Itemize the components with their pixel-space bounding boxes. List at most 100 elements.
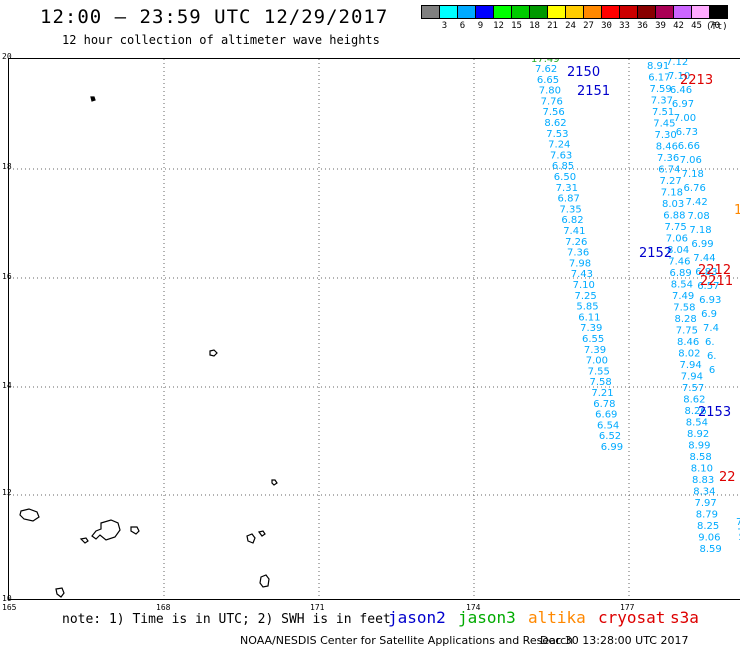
- swh-value: 17.49: [531, 59, 560, 65]
- swh-value: 7.21: [591, 388, 613, 399]
- scale-label: 39: [655, 21, 666, 31]
- swh-value: 7.37: [651, 96, 673, 107]
- swh-value: 6: [709, 365, 715, 376]
- swh-value: 7.53: [546, 129, 568, 140]
- swh-value: 7.06: [680, 155, 702, 166]
- pass-label: 2211: [700, 274, 733, 289]
- scale-label: 24: [565, 21, 576, 31]
- swh-value: 7.49: [672, 291, 694, 302]
- swh-value: 7.37: [736, 517, 740, 528]
- swh-value: 7.00: [586, 356, 608, 367]
- scale-label: 70: [709, 21, 720, 31]
- header-subtitle: 12 hour collection of altimeter wave hei…: [62, 33, 380, 47]
- swh-value: 7.65: [737, 528, 740, 539]
- pass-label: 2150: [567, 65, 600, 80]
- scale-label: 9: [477, 21, 484, 31]
- swh-value: 6.89: [670, 268, 692, 279]
- swh-value: 6.52: [599, 431, 621, 442]
- swh-value: 7.55: [588, 366, 610, 377]
- swh-value: 8.02: [678, 349, 700, 360]
- swh-value: 7.58: [590, 377, 612, 388]
- swh-value: 8.25: [697, 521, 719, 532]
- pass-label: 2212: [698, 263, 731, 278]
- scale-label: 45: [691, 21, 702, 31]
- swh-value: 7.39: [580, 323, 602, 334]
- swh-value: 7.31: [556, 183, 578, 194]
- swh-value: 7.4: [703, 323, 719, 334]
- satellite-legend-jason2: jason2: [388, 608, 446, 627]
- swh-value: 7.25: [574, 291, 596, 302]
- swh-value: 6.46: [670, 85, 692, 96]
- map-frame: 7.62 6.65 7.80 7.76 7.56 8.62 7.53 7.24 7.63 6.85…: [8, 58, 740, 600]
- scale-swatch: 12: [493, 5, 512, 31]
- scale-label: 21: [547, 21, 558, 31]
- swh-value: 7.44: [693, 253, 715, 264]
- timestamp: Dec 30 13:28:00 UTC 2017: [540, 634, 689, 647]
- header-title: 12:00 – 23:59 UTC 12/29/2017: [40, 6, 389, 28]
- swh-value: 8.04: [667, 245, 689, 256]
- pass-label: 22: [719, 470, 736, 485]
- swh-value: 8.62: [544, 118, 566, 129]
- scale-label: 33: [619, 21, 630, 31]
- scale-label: 30: [601, 21, 612, 31]
- swh-value: 7.45: [653, 119, 675, 130]
- scale-swatch: 30: [601, 5, 620, 31]
- island-outline: [19, 508, 40, 522]
- swh-value: 8.58: [690, 452, 712, 463]
- swh-value: 7.39: [584, 345, 606, 356]
- swh-value: 7.: [738, 538, 740, 549]
- swh-value: 8.79: [696, 510, 718, 521]
- swh-value: 6.99: [691, 239, 713, 250]
- island-outline: [91, 519, 121, 541]
- swh-value: 7.76: [541, 96, 563, 107]
- swh-value: 7.27: [660, 176, 682, 187]
- swh-value: 7.30: [655, 130, 677, 141]
- swh-value: 8.03: [662, 199, 684, 210]
- swh-value: 6.17: [648, 73, 670, 84]
- satellite-legend-jason3: jason3: [458, 608, 516, 627]
- swh-value: 7.94: [680, 360, 702, 371]
- y-axis-label: 16: [2, 272, 12, 281]
- swh-value: 8.28: [675, 314, 697, 325]
- swh-value: 7.75: [676, 326, 698, 337]
- swh-value: 5.85: [576, 302, 598, 313]
- swh-value: 6.87: [558, 194, 580, 205]
- scale-swatch: 27: [583, 5, 602, 31]
- swh-value: 8.26: [685, 406, 707, 417]
- swh-value: 8.91: [647, 61, 669, 72]
- swh-value: 8.62: [683, 395, 705, 406]
- swh-value: 7.10: [668, 71, 690, 82]
- swh-value: 7.63: [550, 150, 572, 161]
- swh-value: 6.74: [658, 165, 680, 176]
- scale-swatch: 15: [511, 5, 530, 31]
- swh-value: 6.97: [672, 99, 694, 110]
- satellite-legend-cryosat: cryosat: [598, 608, 666, 627]
- footer-note: note: 1) Time is in UTC; 2) SWH is in fe…: [62, 612, 391, 627]
- swh-value: 7.35: [559, 204, 581, 215]
- scale-swatch: 70: [709, 5, 728, 31]
- swh-value: 8.54: [686, 418, 708, 429]
- swh-value: 6.83: [695, 267, 717, 278]
- swh-value: 6.85: [552, 161, 574, 172]
- swh-value: 6.73: [676, 127, 698, 138]
- pass-label: 2152: [639, 246, 672, 261]
- swh-value: 8.83: [692, 475, 714, 486]
- scale-label: 27: [583, 21, 594, 31]
- swh-value: 6.9: [701, 309, 717, 320]
- swh-value: 8.46: [656, 142, 678, 153]
- swh-value: 6.76: [684, 183, 706, 194]
- scale-swatch: 33: [619, 5, 638, 31]
- swh-value: 7.18: [682, 169, 704, 180]
- swh-value: 6.11: [578, 312, 600, 323]
- scale-label: 42: [673, 21, 684, 31]
- color-scale: 3 6 9 12 15 18 21 24 27 30 33 36 39 42 45 70: [421, 5, 728, 31]
- swh-value: 7.98: [569, 258, 591, 269]
- swh-value: 7.46: [668, 257, 690, 268]
- swh-value: 7.57: [682, 383, 704, 394]
- y-axis-label: 14: [2, 381, 12, 390]
- pass-label: 2153: [698, 405, 731, 420]
- swh-value: 7.62: [535, 64, 557, 75]
- scale-label: 3: [441, 21, 448, 31]
- swh-value: 7.41: [563, 226, 585, 237]
- swh-value: 6.65: [537, 75, 559, 86]
